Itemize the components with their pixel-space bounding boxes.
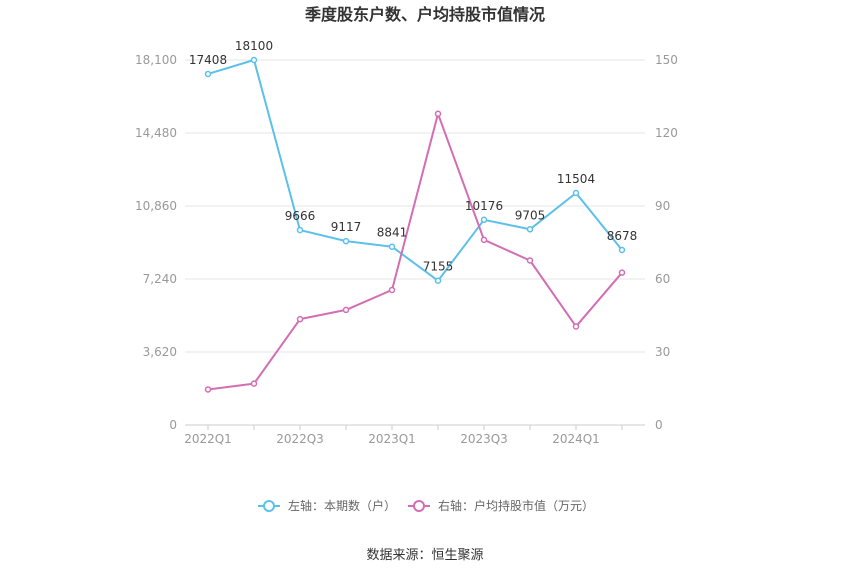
- right-tick-label: 150: [655, 53, 678, 67]
- left-tick-label: 18,100: [135, 53, 177, 67]
- left-tick-label: 0: [169, 418, 177, 432]
- right-tick-label: 90: [655, 199, 670, 213]
- legend-marker: [263, 500, 275, 512]
- data-point: [250, 56, 258, 64]
- data-point: [572, 189, 580, 197]
- right-tick-label: 120: [655, 126, 678, 140]
- x-tick-label: 2023Q1: [368, 432, 416, 446]
- x-tick-label: 2023Q3: [460, 432, 508, 446]
- right-axis: 0 30 60 90 120 150: [655, 53, 678, 432]
- data-labels: 17408 18100 9666 9117 8841 7155 10176 9705 11504…: [189, 39, 637, 274]
- data-point: [480, 236, 488, 244]
- right-tick-label: 60: [655, 272, 670, 286]
- data-point: [434, 110, 442, 118]
- data-label: 18100: [235, 39, 273, 53]
- left-tick-label: 3,620: [143, 345, 177, 359]
- data-point: [434, 277, 442, 284]
- left-tick-label: 10,860: [135, 199, 177, 213]
- right-tick-label: 30: [655, 345, 670, 359]
- data-point: [296, 315, 304, 323]
- x-tick-label: 2024Q1: [552, 432, 600, 446]
- legend-marker: [413, 500, 425, 512]
- series-line-0: [207, 59, 623, 282]
- data-label: 8841: [377, 226, 408, 240]
- data-point: [526, 226, 534, 233]
- left-tick-label: 7,240: [143, 272, 177, 286]
- data-point: [618, 246, 626, 254]
- data-label: 9117: [331, 220, 362, 234]
- data-point: [204, 386, 212, 393]
- data-point: [204, 70, 212, 78]
- data-point: [618, 269, 626, 276]
- left-axis: 0 3,620 7,240 10,860 14,480 18,100: [135, 53, 177, 432]
- legend[interactable]: 左轴：本期数（户） 右轴：户均持股市值（万元）: [258, 498, 594, 513]
- data-label: 7155: [423, 260, 454, 274]
- data-label: 17408: [189, 53, 227, 67]
- data-label: 8678: [607, 229, 638, 243]
- x-tick-label: 2022Q1: [184, 432, 232, 446]
- chart-title: 季度股东户数、户均持股市值情况: [304, 5, 545, 24]
- left-tick-label: 14,480: [135, 126, 177, 140]
- x-axis: 2022Q1 2022Q3 2023Q1 2023Q3 2024Q1: [184, 425, 623, 446]
- data-label: 10176: [465, 199, 503, 213]
- data-point: [480, 216, 488, 224]
- legend-item-label[interactable]: 左轴：本期数（户）: [288, 498, 396, 513]
- x-tick-label: 2022Q3: [276, 432, 324, 446]
- data-point: [572, 323, 580, 330]
- grid: [185, 59, 645, 426]
- data-label: 9705: [515, 208, 546, 222]
- series-lines: [204, 56, 626, 393]
- data-point: [296, 226, 304, 234]
- legend-item-label[interactable]: 右轴：户均持股市值（万元）: [438, 498, 594, 513]
- data-point: [526, 257, 534, 264]
- data-point: [342, 306, 350, 314]
- data-point: [388, 243, 396, 250]
- data-label: 9666: [285, 209, 316, 223]
- data-point: [250, 380, 258, 387]
- data-point: [342, 237, 350, 245]
- right-tick-label: 0: [655, 418, 663, 432]
- series-line-1: [207, 112, 623, 391]
- data-point: [388, 286, 396, 294]
- data-label: 11504: [557, 172, 595, 186]
- data-source: 数据来源：恒生聚源: [366, 548, 483, 563]
